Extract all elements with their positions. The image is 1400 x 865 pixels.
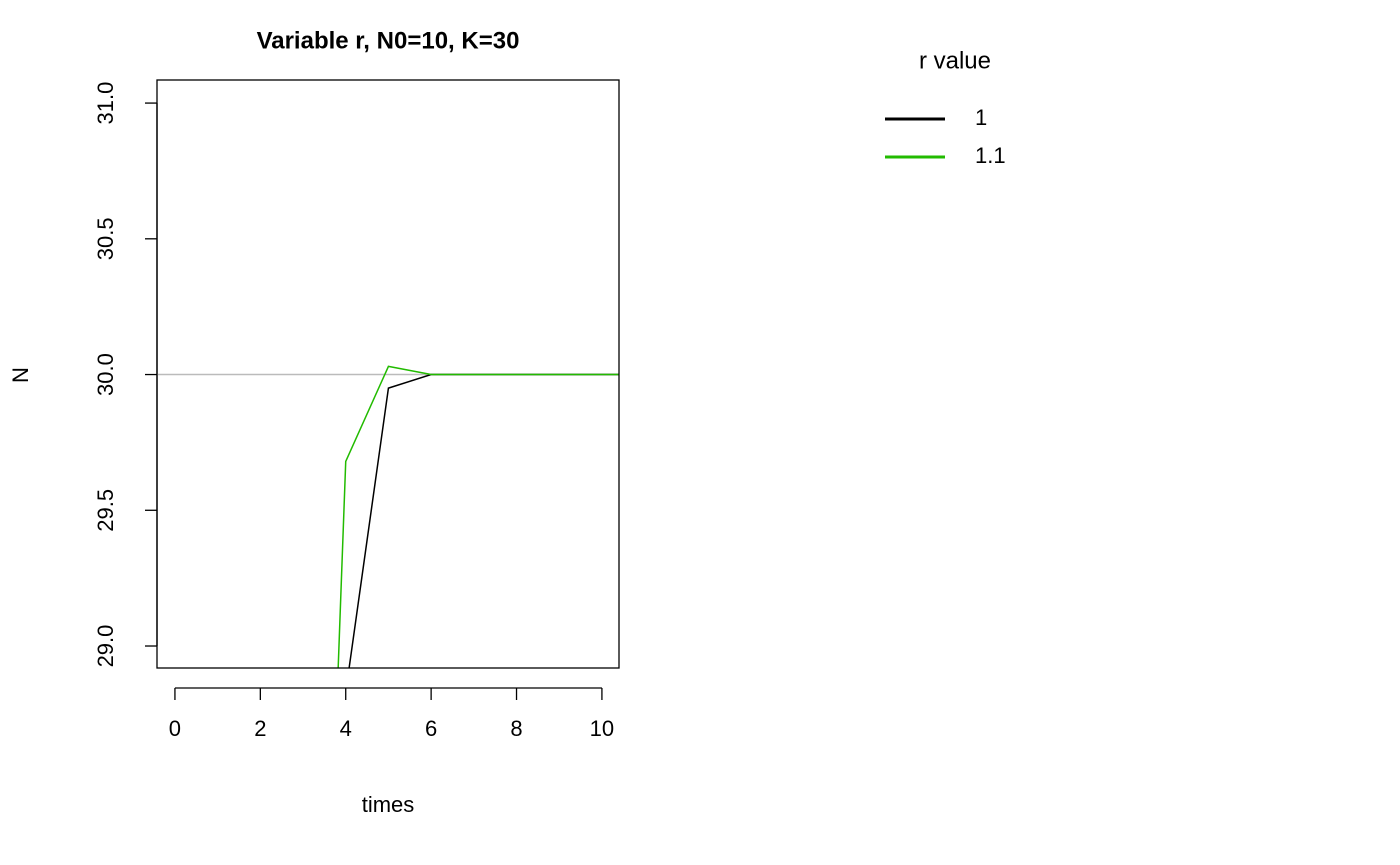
legend-label: 1.1 [975, 143, 1006, 168]
x-tick-label: 4 [340, 716, 352, 741]
legend-title: r value [919, 47, 991, 74]
y-tick-label: 30.5 [93, 217, 118, 260]
chart-title: Variable r, N0=10, K=30 [257, 27, 520, 54]
plot-area [157, 365, 619, 668]
x-tick-label: 6 [425, 716, 437, 741]
x-axis-label: times [362, 792, 415, 817]
x-tick-label: 0 [169, 716, 181, 741]
x-tick-label: 2 [254, 716, 266, 741]
plot-frame [156, 79, 620, 669]
x-tick-label: 10 [590, 716, 614, 741]
series-line [337, 365, 619, 668]
y-tick-label: 30.0 [93, 353, 118, 396]
legend-label: 1 [975, 105, 987, 130]
y-axis-label: N [8, 367, 33, 383]
y-tick-label: 29.5 [93, 489, 118, 532]
y-tick-label: 29.0 [93, 625, 118, 668]
x-tick-label: 8 [510, 716, 522, 741]
y-tick-label: 31.0 [93, 82, 118, 125]
series-line [348, 373, 619, 668]
